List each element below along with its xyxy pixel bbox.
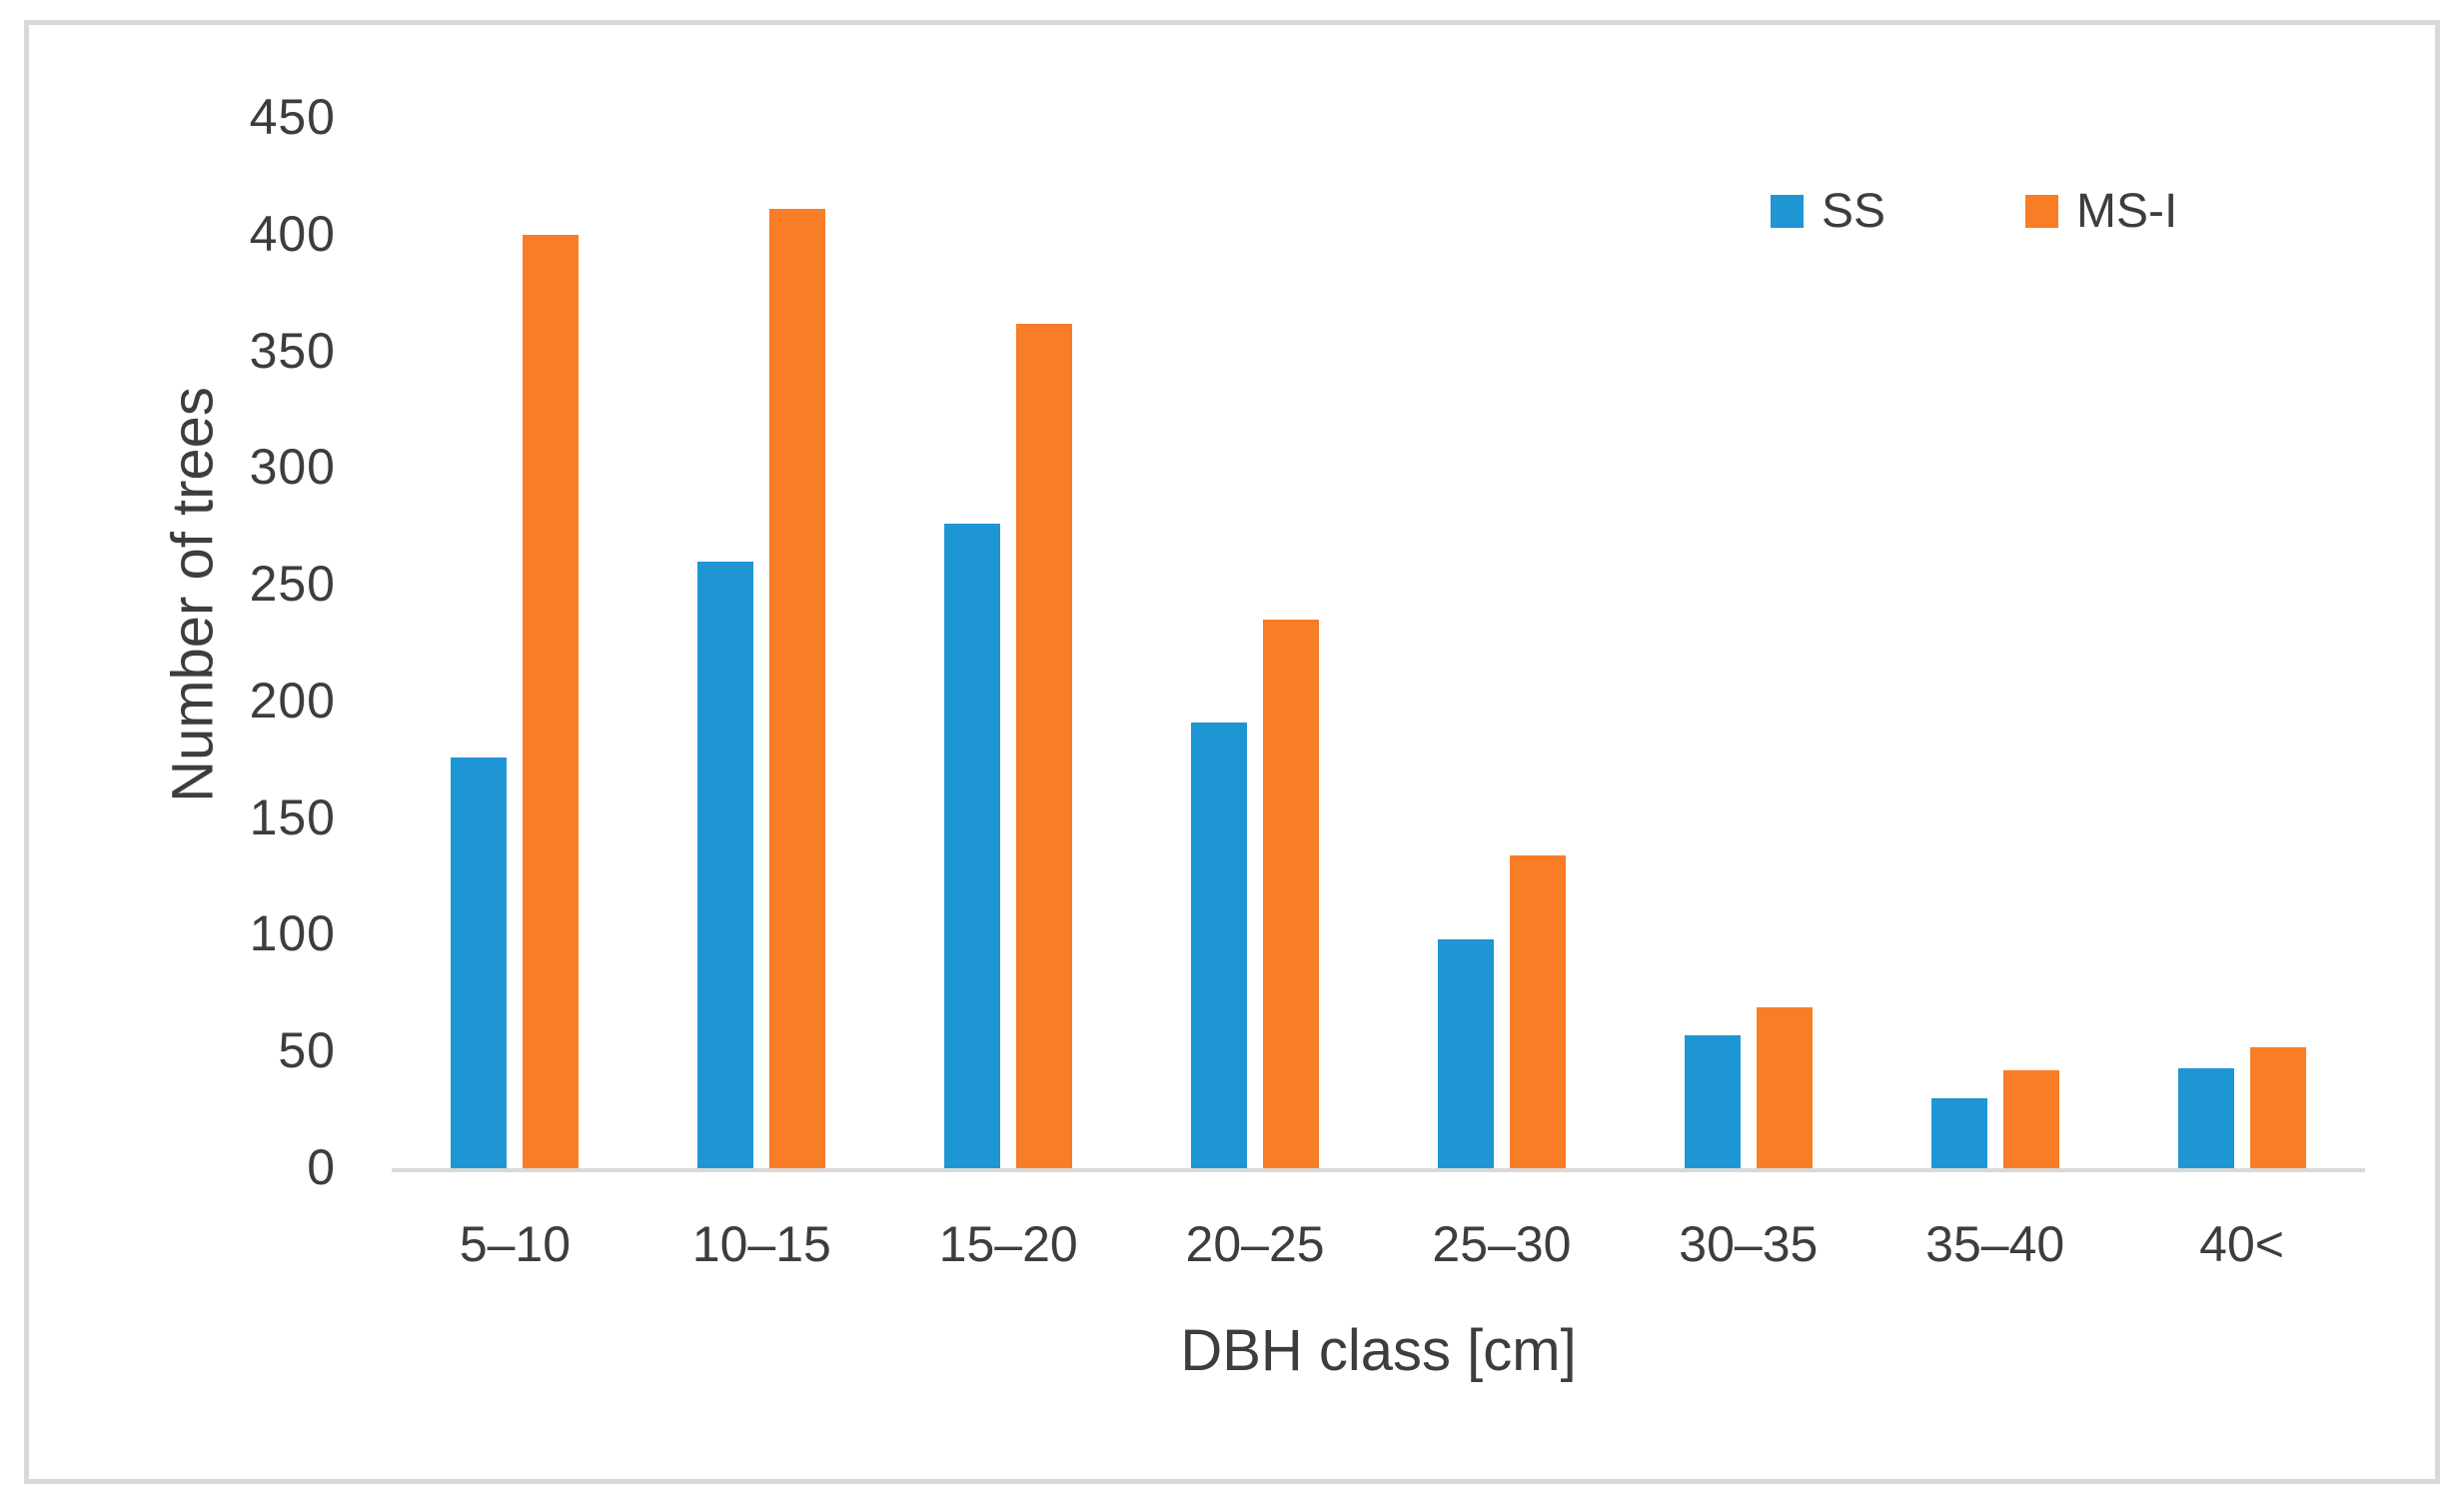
bar-ss-15-20 [944, 524, 1001, 1168]
bar-ms-i-5-10 [523, 235, 580, 1168]
bar-group-10-15 [638, 118, 885, 1168]
x-tick-label-35-40: 35–40 [1925, 1216, 2065, 1272]
legend-label-ms-i: MS-I [2076, 185, 2178, 238]
bar-group-20-25 [1132, 118, 1379, 1168]
y-axis-ticks: 0 50 100 150 200 250 300 350 400 450 [150, 0, 336, 1504]
bar-ms-i-10-15 [769, 209, 826, 1168]
legend-item-ms-i: MS-I [2025, 184, 2177, 239]
bar-ss-5-10 [451, 757, 508, 1168]
x-tick-label-10-15: 10–15 [691, 1216, 831, 1272]
y-tick-label-450: 450 [249, 88, 336, 145]
bar-ss-10-15 [697, 562, 754, 1168]
y-tick-label-350: 350 [249, 322, 336, 379]
y-tick-label-250: 250 [249, 555, 336, 612]
y-tick-label-300: 300 [249, 439, 336, 496]
bar-ms-i-30-35 [1756, 1007, 1813, 1168]
x-axis-title: DBH class [cm] [1180, 1318, 1577, 1383]
bar-group-15-20 [885, 118, 1132, 1168]
bar-ms-i-40- [2249, 1047, 2306, 1168]
x-tick-label-30-35: 30–35 [1679, 1216, 1819, 1272]
bar-group-40- [2118, 118, 2365, 1168]
x-tick-label-5-10: 5–10 [459, 1216, 572, 1272]
bar-ss-20-25 [1191, 723, 1248, 1168]
legend: SS MS-I [1771, 184, 2177, 239]
bar-group-35-40 [1871, 118, 2118, 1168]
bar-group-25-30 [1379, 118, 1626, 1168]
bar-ss-35-40 [1930, 1098, 1987, 1168]
bar-ms-i-35-40 [2002, 1070, 2059, 1168]
x-tick-label-15-20: 15–20 [938, 1216, 1078, 1272]
plot-area [392, 118, 2365, 1172]
bar-group-30-35 [1625, 118, 1871, 1168]
y-axis-title: Number of trees [160, 387, 226, 802]
bar-ms-i-25-30 [1509, 855, 1566, 1168]
x-tick-label-25-30: 25–30 [1432, 1216, 1572, 1272]
y-tick-label-150: 150 [249, 788, 336, 845]
legend-swatch-ms-i-icon [2025, 195, 2059, 228]
legend-item-ss: SS [1771, 184, 1885, 239]
y-tick-label-100: 100 [249, 905, 336, 962]
y-tick-label-0: 0 [307, 1138, 336, 1195]
bar-ms-i-20-25 [1263, 620, 1320, 1168]
y-tick-label-50: 50 [278, 1022, 336, 1079]
legend-swatch-ss-icon [1771, 195, 1804, 228]
y-tick-label-200: 200 [249, 672, 336, 729]
legend-label-ss: SS [1822, 185, 1886, 238]
x-tick-label-20-25: 20–25 [1185, 1216, 1325, 1272]
bar-group-5-10 [392, 118, 638, 1168]
x-tick-label-40-: 40< [2199, 1216, 2284, 1272]
bar-ss-40- [2177, 1068, 2234, 1168]
bar-ss-30-35 [1684, 1035, 1741, 1168]
y-tick-label-400: 400 [249, 205, 336, 262]
bar-ss-25-30 [1437, 939, 1494, 1168]
bar-ms-i-15-20 [1016, 324, 1073, 1168]
x-axis-labels: 5–10 10–15 15–20 20–25 25–30 30–35 35–40 40< [392, 1215, 2365, 1273]
